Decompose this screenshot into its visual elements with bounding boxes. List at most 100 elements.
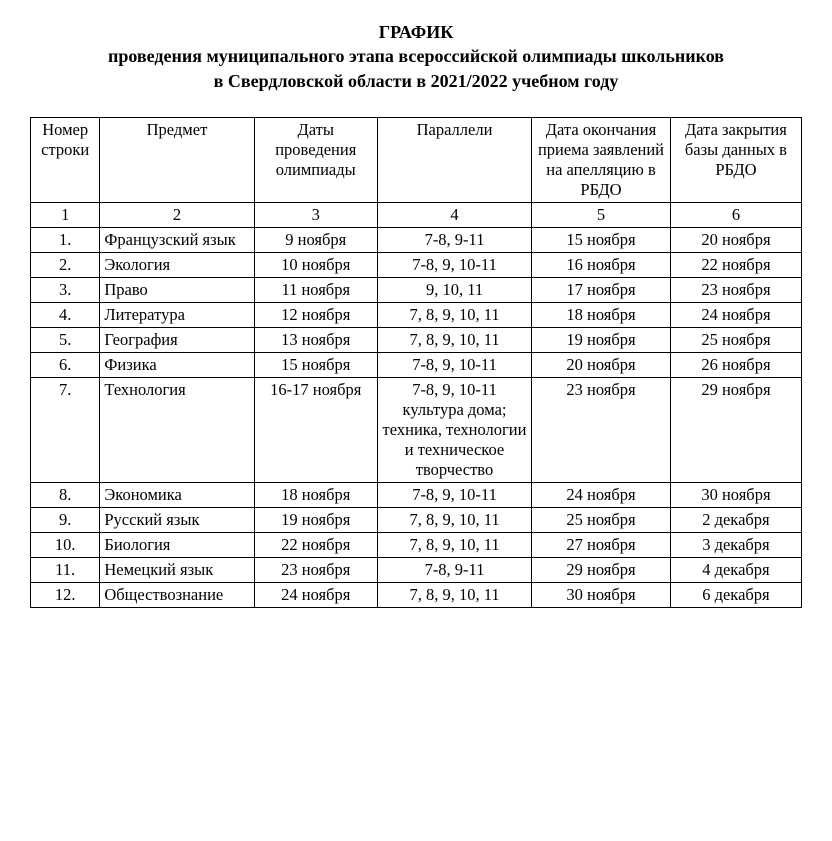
cell-dates: 19 ноября	[254, 507, 377, 532]
cell-deadline: 30 ноября	[532, 582, 671, 607]
cell-num: 2.	[31, 252, 100, 277]
cell-dates: 10 ноября	[254, 252, 377, 277]
cell-dates: 9 ноября	[254, 227, 377, 252]
cell-close: 24 ноября	[670, 302, 801, 327]
table-row: 9.Русский язык19 ноября7, 8, 9, 10, 1125…	[31, 507, 802, 532]
cell-deadline: 18 ноября	[532, 302, 671, 327]
cell-dates: 13 ноября	[254, 327, 377, 352]
cell-deadline: 24 ноября	[532, 482, 671, 507]
table-row: 12.Обществознание24 ноября7, 8, 9, 10, 1…	[31, 582, 802, 607]
cell-close: 25 ноября	[670, 327, 801, 352]
cell-grades: 7-8, 9-11	[377, 557, 531, 582]
cell-subject: Немецкий язык	[100, 557, 254, 582]
cell-dates: 11 ноября	[254, 277, 377, 302]
table-body: 1.Французский язык9 ноября7-8, 9-1115 но…	[31, 227, 802, 607]
cell-grades: 7-8, 9, 10-11	[377, 352, 531, 377]
table-header-row: Номер строки Предмет Даты проведения оли…	[31, 117, 802, 202]
cell-deadline: 17 ноября	[532, 277, 671, 302]
cell-num: 12.	[31, 582, 100, 607]
cell-close: 26 ноября	[670, 352, 801, 377]
table-row: 3.Право11 ноября9, 10, 1117 ноября23 ноя…	[31, 277, 802, 302]
cell-grades: 7, 8, 9, 10, 11	[377, 582, 531, 607]
title-line-2: проведения муниципального этапа всеросси…	[30, 44, 802, 68]
table-row: 1.Французский язык9 ноября7-8, 9-1115 но…	[31, 227, 802, 252]
cell-grades: 7, 8, 9, 10, 11	[377, 507, 531, 532]
col-number: 3	[254, 202, 377, 227]
cell-deadline: 23 ноября	[532, 377, 671, 482]
cell-subject: Биология	[100, 532, 254, 557]
cell-num: 11.	[31, 557, 100, 582]
cell-close: 22 ноября	[670, 252, 801, 277]
cell-deadline: 25 ноября	[532, 507, 671, 532]
table-column-numbers-row: 1 2 3 4 5 6	[31, 202, 802, 227]
cell-grades: 9, 10, 11	[377, 277, 531, 302]
cell-num: 3.	[31, 277, 100, 302]
cell-num: 9.	[31, 507, 100, 532]
col-number: 2	[100, 202, 254, 227]
cell-subject: Экология	[100, 252, 254, 277]
cell-close: 4 декабря	[670, 557, 801, 582]
cell-num: 6.	[31, 352, 100, 377]
col-number: 1	[31, 202, 100, 227]
cell-num: 1.	[31, 227, 100, 252]
title-line-1: ГРАФИК	[30, 20, 802, 44]
table-row: 7.Технология16-17 ноября7-8, 9, 10-11 ку…	[31, 377, 802, 482]
col-header-deadline: Дата окончания приема заявлений на апелл…	[532, 117, 671, 202]
cell-deadline: 19 ноября	[532, 327, 671, 352]
cell-deadline: 15 ноября	[532, 227, 671, 252]
table-row: 10.Биология22 ноября7, 8, 9, 10, 1127 но…	[31, 532, 802, 557]
cell-dates: 12 ноября	[254, 302, 377, 327]
cell-grades: 7, 8, 9, 10, 11	[377, 327, 531, 352]
cell-num: 10.	[31, 532, 100, 557]
cell-grades: 7, 8, 9, 10, 11	[377, 302, 531, 327]
col-number: 4	[377, 202, 531, 227]
cell-subject: Французский язык	[100, 227, 254, 252]
table-row: 11.Немецкий язык23 ноября7-8, 9-1129 ноя…	[31, 557, 802, 582]
cell-subject: Право	[100, 277, 254, 302]
table-row: 5.География13 ноября7, 8, 9, 10, 1119 но…	[31, 327, 802, 352]
cell-close: 20 ноября	[670, 227, 801, 252]
schedule-table: Номер строки Предмет Даты проведения оли…	[30, 117, 802, 608]
cell-deadline: 27 ноября	[532, 532, 671, 557]
cell-deadline: 20 ноября	[532, 352, 671, 377]
cell-close: 29 ноября	[670, 377, 801, 482]
table-row: 4.Литература12 ноября7, 8, 9, 10, 1118 н…	[31, 302, 802, 327]
cell-grades: 7-8, 9, 10-11	[377, 252, 531, 277]
cell-grades: 7-8, 9, 10-11 культура дома; техника, те…	[377, 377, 531, 482]
cell-num: 7.	[31, 377, 100, 482]
table-row: 2.Экология10 ноября7-8, 9, 10-1116 ноябр…	[31, 252, 802, 277]
cell-subject: Обществознание	[100, 582, 254, 607]
cell-dates: 18 ноября	[254, 482, 377, 507]
cell-subject: Технология	[100, 377, 254, 482]
cell-dates: 16-17 ноября	[254, 377, 377, 482]
cell-grades: 7-8, 9, 10-11	[377, 482, 531, 507]
col-number: 6	[670, 202, 801, 227]
cell-num: 8.	[31, 482, 100, 507]
cell-close: 23 ноября	[670, 277, 801, 302]
col-header-num: Номер строки	[31, 117, 100, 202]
cell-subject: Экономика	[100, 482, 254, 507]
cell-subject: Физика	[100, 352, 254, 377]
col-header-subject: Предмет	[100, 117, 254, 202]
cell-close: 3 декабря	[670, 532, 801, 557]
table-row: 6.Физика15 ноября7-8, 9, 10-1120 ноября2…	[31, 352, 802, 377]
cell-dates: 15 ноября	[254, 352, 377, 377]
col-number: 5	[532, 202, 671, 227]
title-line-3: в Свердловской области в 2021/2022 учебн…	[30, 69, 802, 93]
cell-dates: 22 ноября	[254, 532, 377, 557]
cell-grades: 7-8, 9-11	[377, 227, 531, 252]
cell-deadline: 29 ноября	[532, 557, 671, 582]
col-header-close: Дата закрытия базы данных в РБДО	[670, 117, 801, 202]
cell-subject: География	[100, 327, 254, 352]
cell-num: 4.	[31, 302, 100, 327]
cell-grades: 7, 8, 9, 10, 11	[377, 532, 531, 557]
cell-deadline: 16 ноября	[532, 252, 671, 277]
col-header-grades: Параллели	[377, 117, 531, 202]
cell-close: 30 ноября	[670, 482, 801, 507]
cell-subject: Литература	[100, 302, 254, 327]
cell-dates: 24 ноября	[254, 582, 377, 607]
cell-close: 6 декабря	[670, 582, 801, 607]
cell-close: 2 декабря	[670, 507, 801, 532]
cell-dates: 23 ноября	[254, 557, 377, 582]
cell-subject: Русский язык	[100, 507, 254, 532]
